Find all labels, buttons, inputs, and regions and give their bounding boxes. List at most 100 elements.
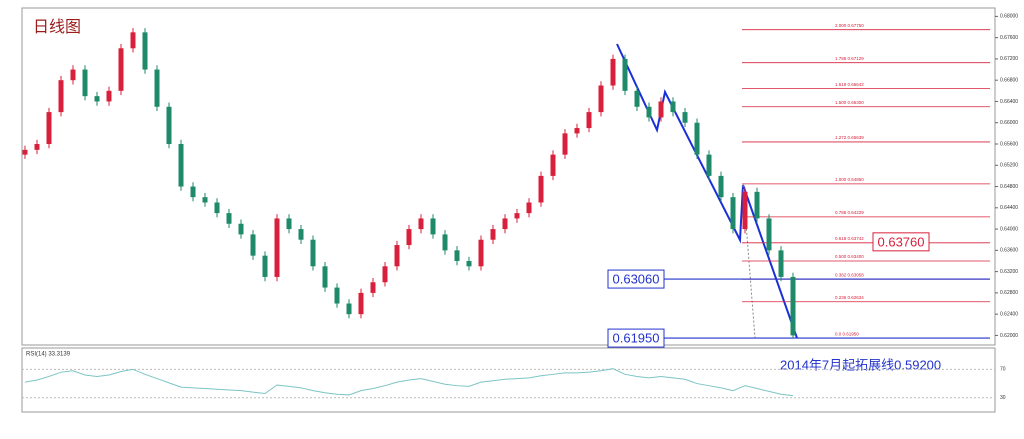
candle-body	[58, 80, 64, 113]
candle-body	[334, 287, 340, 304]
candle-body	[502, 218, 508, 230]
y-tick-label: 0.66800	[1000, 78, 1018, 84]
candle-body	[130, 32, 136, 49]
y-tick-label: 0.64400	[1000, 205, 1018, 211]
candle-body	[418, 218, 424, 230]
candle-body	[454, 250, 460, 261]
candle-body	[202, 197, 208, 203]
candle-body	[166, 106, 172, 144]
y-tick-label: 0.65600	[1000, 141, 1018, 147]
candle-body	[298, 229, 304, 240]
fib-label: 0.382 0.63058	[835, 272, 864, 277]
y-tick-label: 0.62000	[1000, 333, 1018, 339]
candle-body	[742, 191, 748, 230]
candle-body	[310, 239, 316, 267]
candle-body	[550, 154, 556, 176]
candle-body	[706, 154, 712, 176]
candle-body	[70, 69, 76, 81]
candle-body	[394, 245, 400, 267]
fib-label: 0.0 0.61950	[835, 331, 859, 336]
fib-label: 1.000 0.64850	[835, 177, 864, 182]
candle-body	[106, 90, 112, 102]
chart-title: 日线图	[33, 18, 81, 36]
candle-body	[514, 213, 520, 219]
y-tick-label: 0.68000	[1000, 14, 1018, 20]
candle-body	[526, 202, 532, 214]
candle-body	[406, 229, 412, 246]
candle-body	[670, 101, 676, 113]
y-tick-label: 0.62400	[1000, 311, 1018, 317]
candle-body	[358, 292, 364, 315]
candle-body	[694, 122, 700, 155]
candle-body	[766, 218, 772, 251]
rsi-panel	[21, 347, 996, 413]
candle-body	[610, 58, 616, 86]
rsi-tick-label: 70	[1000, 367, 1006, 373]
candle-body	[574, 128, 580, 134]
candle-body	[142, 32, 148, 70]
y-tick-label: 0.65200	[1000, 163, 1018, 169]
y-tick-label: 0.64800	[1000, 184, 1018, 190]
candle-body	[154, 69, 160, 107]
candle-body	[118, 48, 124, 91]
candle-body	[442, 234, 448, 251]
candle-body	[190, 186, 196, 198]
candle-body	[562, 133, 568, 155]
candle-body	[634, 90, 640, 107]
fib-label: 0.500 0.63400	[835, 254, 864, 259]
callout-label: 0.63760	[878, 234, 925, 249]
note: 2014年7月起拓展线0.59200	[780, 357, 941, 372]
candle-body	[238, 223, 244, 235]
candle-body	[34, 144, 40, 150]
fib-label: 0.236 0.62634	[835, 295, 864, 300]
y-tick-label: 0.67200	[1000, 56, 1018, 62]
candle-body	[382, 266, 388, 283]
rsi-line	[24, 368, 794, 397]
candle-body	[586, 112, 592, 129]
candle-body	[430, 218, 436, 235]
candle-body	[22, 149, 28, 155]
candle-body	[250, 234, 256, 256]
candle-body	[718, 175, 724, 198]
candle-body	[286, 218, 292, 230]
candle-body	[226, 213, 232, 224]
candle-body	[490, 229, 496, 240]
fib-label: 1.272 0.65639	[835, 135, 864, 140]
candle-body	[178, 144, 184, 187]
y-tick-label: 0.62800	[1000, 290, 1018, 296]
y-tick-label: 0.66400	[1000, 99, 1018, 105]
fib-label: 0.786 0.64229	[835, 210, 864, 215]
main-panel	[21, 7, 996, 346]
candle-body	[646, 106, 652, 118]
candle-body	[478, 239, 484, 267]
y-tick-label: 0.66000	[1000, 120, 1018, 126]
candle-body	[778, 250, 784, 277]
fib-label: 1.500 0.66300	[835, 100, 864, 105]
candle-body	[622, 58, 628, 91]
candle-body	[262, 255, 268, 277]
candle-body	[94, 96, 100, 102]
y-tick-label: 0.63600	[1000, 248, 1018, 254]
y-tick-label: 0.63200	[1000, 269, 1018, 275]
y-tick-label: 0.67600	[1000, 35, 1018, 41]
candle-body	[730, 197, 736, 230]
candle-body	[538, 175, 544, 203]
fib-label: 1.618 0.66642	[835, 82, 864, 87]
candle-body	[82, 69, 88, 97]
level-label: 0.63060	[613, 272, 660, 287]
candle-body	[274, 218, 280, 277]
fib-label: 1.786 0.67129	[835, 56, 864, 61]
candle-body	[598, 85, 604, 113]
rsi-tick-label: 30	[1000, 395, 1006, 401]
level-box	[607, 269, 665, 289]
level-box	[607, 328, 665, 348]
rsi-title: RSI(14) 33.3139	[26, 352, 71, 358]
candle-body	[658, 101, 664, 118]
candle-body	[790, 276, 796, 336]
fib-label: 2.000 0.67750	[835, 23, 864, 28]
candle-body	[370, 282, 376, 293]
candle-body	[46, 112, 52, 144]
y-tick-label: 0.64000	[1000, 226, 1018, 232]
level-label: 0.61950	[613, 331, 660, 346]
